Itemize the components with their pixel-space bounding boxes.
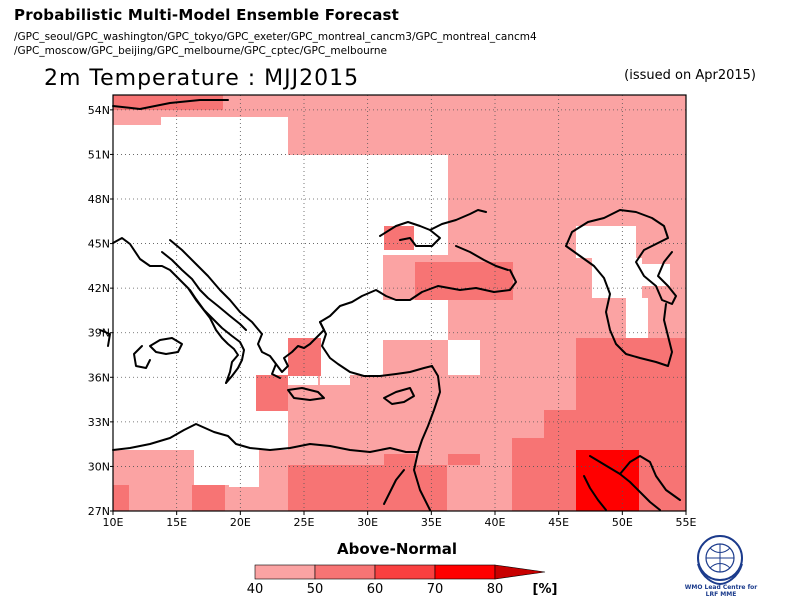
no-signal-cell bbox=[113, 125, 161, 450]
logo-caption: WMO Lead Centre for LRF MME bbox=[676, 584, 766, 598]
model-list-line-1: /GPC_seoul/GPC_washington/GPC_tokyo/GPC_… bbox=[14, 31, 537, 43]
lat-label: 30N bbox=[88, 460, 110, 473]
colorbar-label: 80 bbox=[487, 582, 504, 597]
probability-cell bbox=[576, 410, 686, 450]
no-signal-cell bbox=[348, 255, 383, 305]
colorbar-swatch-50 bbox=[314, 564, 376, 580]
logo-caption-line-1: WMO Lead Centre for bbox=[684, 584, 758, 591]
colorbar-label: 70 bbox=[427, 582, 444, 597]
lon-label: 30E bbox=[357, 516, 378, 529]
lat-label: 51N bbox=[88, 148, 110, 161]
main-title: Probabilistic Multi-Model Ensemble Forec… bbox=[14, 6, 400, 24]
lon-label: 55E bbox=[676, 516, 697, 529]
lon-label: 10E bbox=[103, 516, 124, 529]
probability-cell bbox=[448, 454, 480, 465]
lon-label: 40E bbox=[485, 516, 506, 529]
lat-label: 42N bbox=[88, 282, 110, 295]
no-signal-cell bbox=[576, 226, 636, 258]
lat-label: 54N bbox=[88, 104, 110, 117]
lon-label: 45E bbox=[548, 516, 569, 529]
no-signal-cell bbox=[194, 450, 229, 485]
longitude-labels: 10E 15E 20E 25E 30E 35E 40E 45E 50E 55E bbox=[103, 516, 697, 529]
probability-cell bbox=[384, 454, 415, 465]
issued-date: (issued on Apr2015) bbox=[624, 68, 756, 83]
probability-cell bbox=[113, 485, 129, 511]
colorbar-title: Above-Normal bbox=[337, 540, 457, 558]
no-signal-cell bbox=[620, 264, 670, 286]
colorbar-label: 40 bbox=[247, 582, 264, 597]
colorbar-swatch-70 bbox=[434, 564, 496, 580]
no-signal-cell bbox=[288, 375, 318, 385]
lat-label: 45N bbox=[88, 238, 110, 251]
no-signal-cell bbox=[288, 255, 348, 315]
no-signal-cell bbox=[348, 300, 383, 330]
wmo-logo-icon bbox=[697, 535, 743, 586]
colorbar-swatch-40 bbox=[254, 564, 316, 580]
colorbar-swatch-60 bbox=[374, 564, 436, 580]
probability-cell bbox=[415, 262, 513, 300]
no-signal-cell bbox=[626, 298, 648, 338]
lat-label: 33N bbox=[88, 416, 110, 429]
lon-label: 35E bbox=[421, 516, 442, 529]
probability-cells bbox=[113, 95, 686, 511]
lon-label: 20E bbox=[230, 516, 251, 529]
colorbar-label: 60 bbox=[367, 582, 384, 597]
lat-label: 39N bbox=[88, 327, 110, 340]
probability-cell bbox=[512, 438, 544, 511]
lon-label: 15E bbox=[166, 516, 187, 529]
lat-label: 27N bbox=[88, 505, 110, 518]
no-signal-cell bbox=[320, 375, 350, 385]
model-list-line-2: /GPC_moscow/GPC_beijing/GPC_melbourne/GP… bbox=[14, 45, 388, 57]
colorbar-label: 50 bbox=[307, 582, 324, 597]
colorbar-unit: [%] bbox=[533, 582, 558, 597]
probability-cell bbox=[288, 465, 321, 511]
lon-label: 25E bbox=[294, 516, 315, 529]
probability-cell bbox=[288, 338, 321, 376]
axis-ticks bbox=[110, 109, 687, 515]
lat-label: 48N bbox=[88, 193, 110, 206]
probability-cell bbox=[544, 410, 576, 511]
latitude-labels: 27N 30N 33N 36N 39N 42N 45N 48N 51N 54N bbox=[88, 104, 110, 518]
no-signal-cell bbox=[383, 300, 448, 340]
no-signal-cell bbox=[448, 340, 480, 375]
variable-title: 2m Temperature : MJJ2015 bbox=[44, 66, 360, 91]
no-signal-cell bbox=[229, 450, 259, 487]
lat-label: 36N bbox=[88, 371, 110, 384]
logo-caption-line-2: LRF MME bbox=[705, 591, 737, 598]
map-frame bbox=[112, 94, 687, 512]
probability-cell bbox=[256, 375, 288, 411]
coastlines bbox=[99, 99, 681, 511]
colorbar: 40 50 60 70 80 [%] bbox=[247, 564, 558, 597]
colorbar-swatch-80 bbox=[494, 564, 546, 580]
lon-label: 50E bbox=[612, 516, 633, 529]
probability-cell bbox=[192, 485, 225, 511]
